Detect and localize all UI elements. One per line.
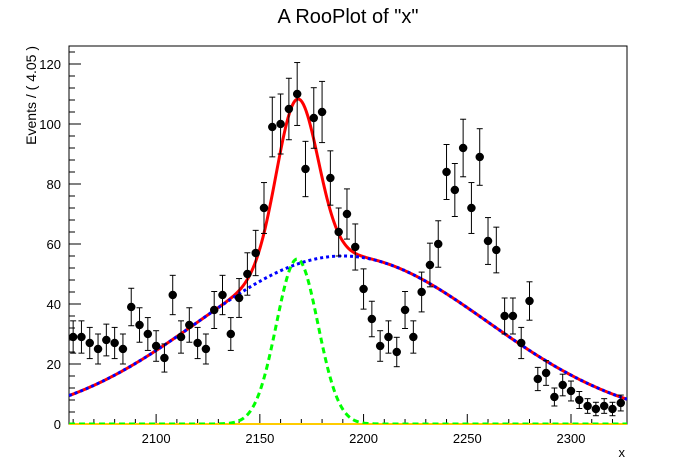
data-point [541, 368, 551, 378]
data-point [492, 245, 501, 255]
data-point [500, 311, 509, 321]
data-point [417, 287, 426, 297]
signal-curve [69, 257, 627, 424]
data-point [110, 338, 119, 348]
data-point [434, 239, 443, 249]
data-point [583, 401, 592, 411]
x-axis-title: x [619, 445, 626, 460]
x-tick-label: 2150 [245, 431, 274, 446]
data-point [351, 242, 360, 252]
data-point [525, 296, 534, 306]
plot-frame [68, 45, 628, 425]
data-point [151, 341, 161, 351]
y-axis-title: Events / ( 4.05 ) [23, 46, 39, 145]
x-tick-label: 2250 [453, 431, 482, 446]
data-point [201, 344, 211, 354]
data-point [359, 284, 368, 294]
data-point [168, 290, 177, 300]
y-tick-label: 60 [47, 237, 61, 252]
data-point [284, 104, 294, 114]
data-point [425, 260, 435, 270]
data-point [317, 107, 327, 117]
data-point [566, 386, 576, 396]
data-point [118, 344, 128, 354]
data-point [575, 395, 584, 405]
data-point [160, 353, 169, 363]
data-point [550, 392, 559, 402]
y-tick-label: 40 [47, 297, 61, 312]
y-tick-label: 0 [54, 417, 61, 432]
x-tick-label: 2300 [557, 431, 586, 446]
data-point [276, 119, 285, 129]
data-point [185, 320, 194, 330]
data-point [375, 341, 385, 351]
data-point [409, 332, 418, 342]
data-point [251, 248, 260, 258]
data-point [143, 329, 153, 339]
data-point [259, 203, 269, 213]
data-point [442, 167, 451, 177]
data-point [135, 320, 144, 330]
data-point [616, 398, 625, 408]
data-point [367, 314, 377, 324]
data-point [334, 227, 343, 237]
data-point [483, 236, 493, 246]
data-point [218, 290, 227, 300]
data-point [85, 338, 94, 348]
data-point [342, 209, 352, 219]
data-point [77, 332, 86, 342]
data-point [508, 311, 518, 321]
data-point [93, 344, 103, 354]
data-point [475, 152, 484, 162]
y-tick-label: 80 [47, 177, 61, 192]
data-point [591, 404, 601, 414]
data-point [176, 332, 186, 342]
data-point [193, 338, 202, 348]
data-point [292, 89, 302, 99]
data-point [384, 332, 393, 342]
data-point [268, 122, 277, 132]
data-point [533, 374, 543, 384]
data-point [127, 302, 136, 312]
data-point [226, 329, 235, 339]
data-point [608, 404, 617, 414]
data-point [599, 401, 609, 411]
data-point [309, 113, 318, 123]
data-point [102, 335, 111, 345]
data-point [458, 143, 468, 153]
data-point [450, 185, 460, 195]
data-point [210, 305, 219, 315]
x-tick-label: 2200 [349, 431, 378, 446]
data-point [243, 269, 252, 279]
background-curve [69, 254, 627, 401]
data-point [467, 203, 476, 213]
data-point [301, 164, 310, 174]
data-point [68, 332, 78, 342]
data-point [400, 305, 410, 315]
chart-title: A RooPlot of "x" [277, 6, 419, 28]
data-point [326, 173, 335, 183]
data-point [234, 293, 244, 303]
y-tick-label: 120 [39, 57, 61, 72]
y-tick-label: 20 [47, 357, 61, 372]
data-point [517, 338, 526, 348]
total-pdf-curve [69, 97, 627, 401]
data-point [558, 380, 567, 390]
data-point [392, 347, 401, 357]
y-tick-label: 100 [39, 117, 61, 132]
x-tick-label: 2100 [142, 431, 171, 446]
